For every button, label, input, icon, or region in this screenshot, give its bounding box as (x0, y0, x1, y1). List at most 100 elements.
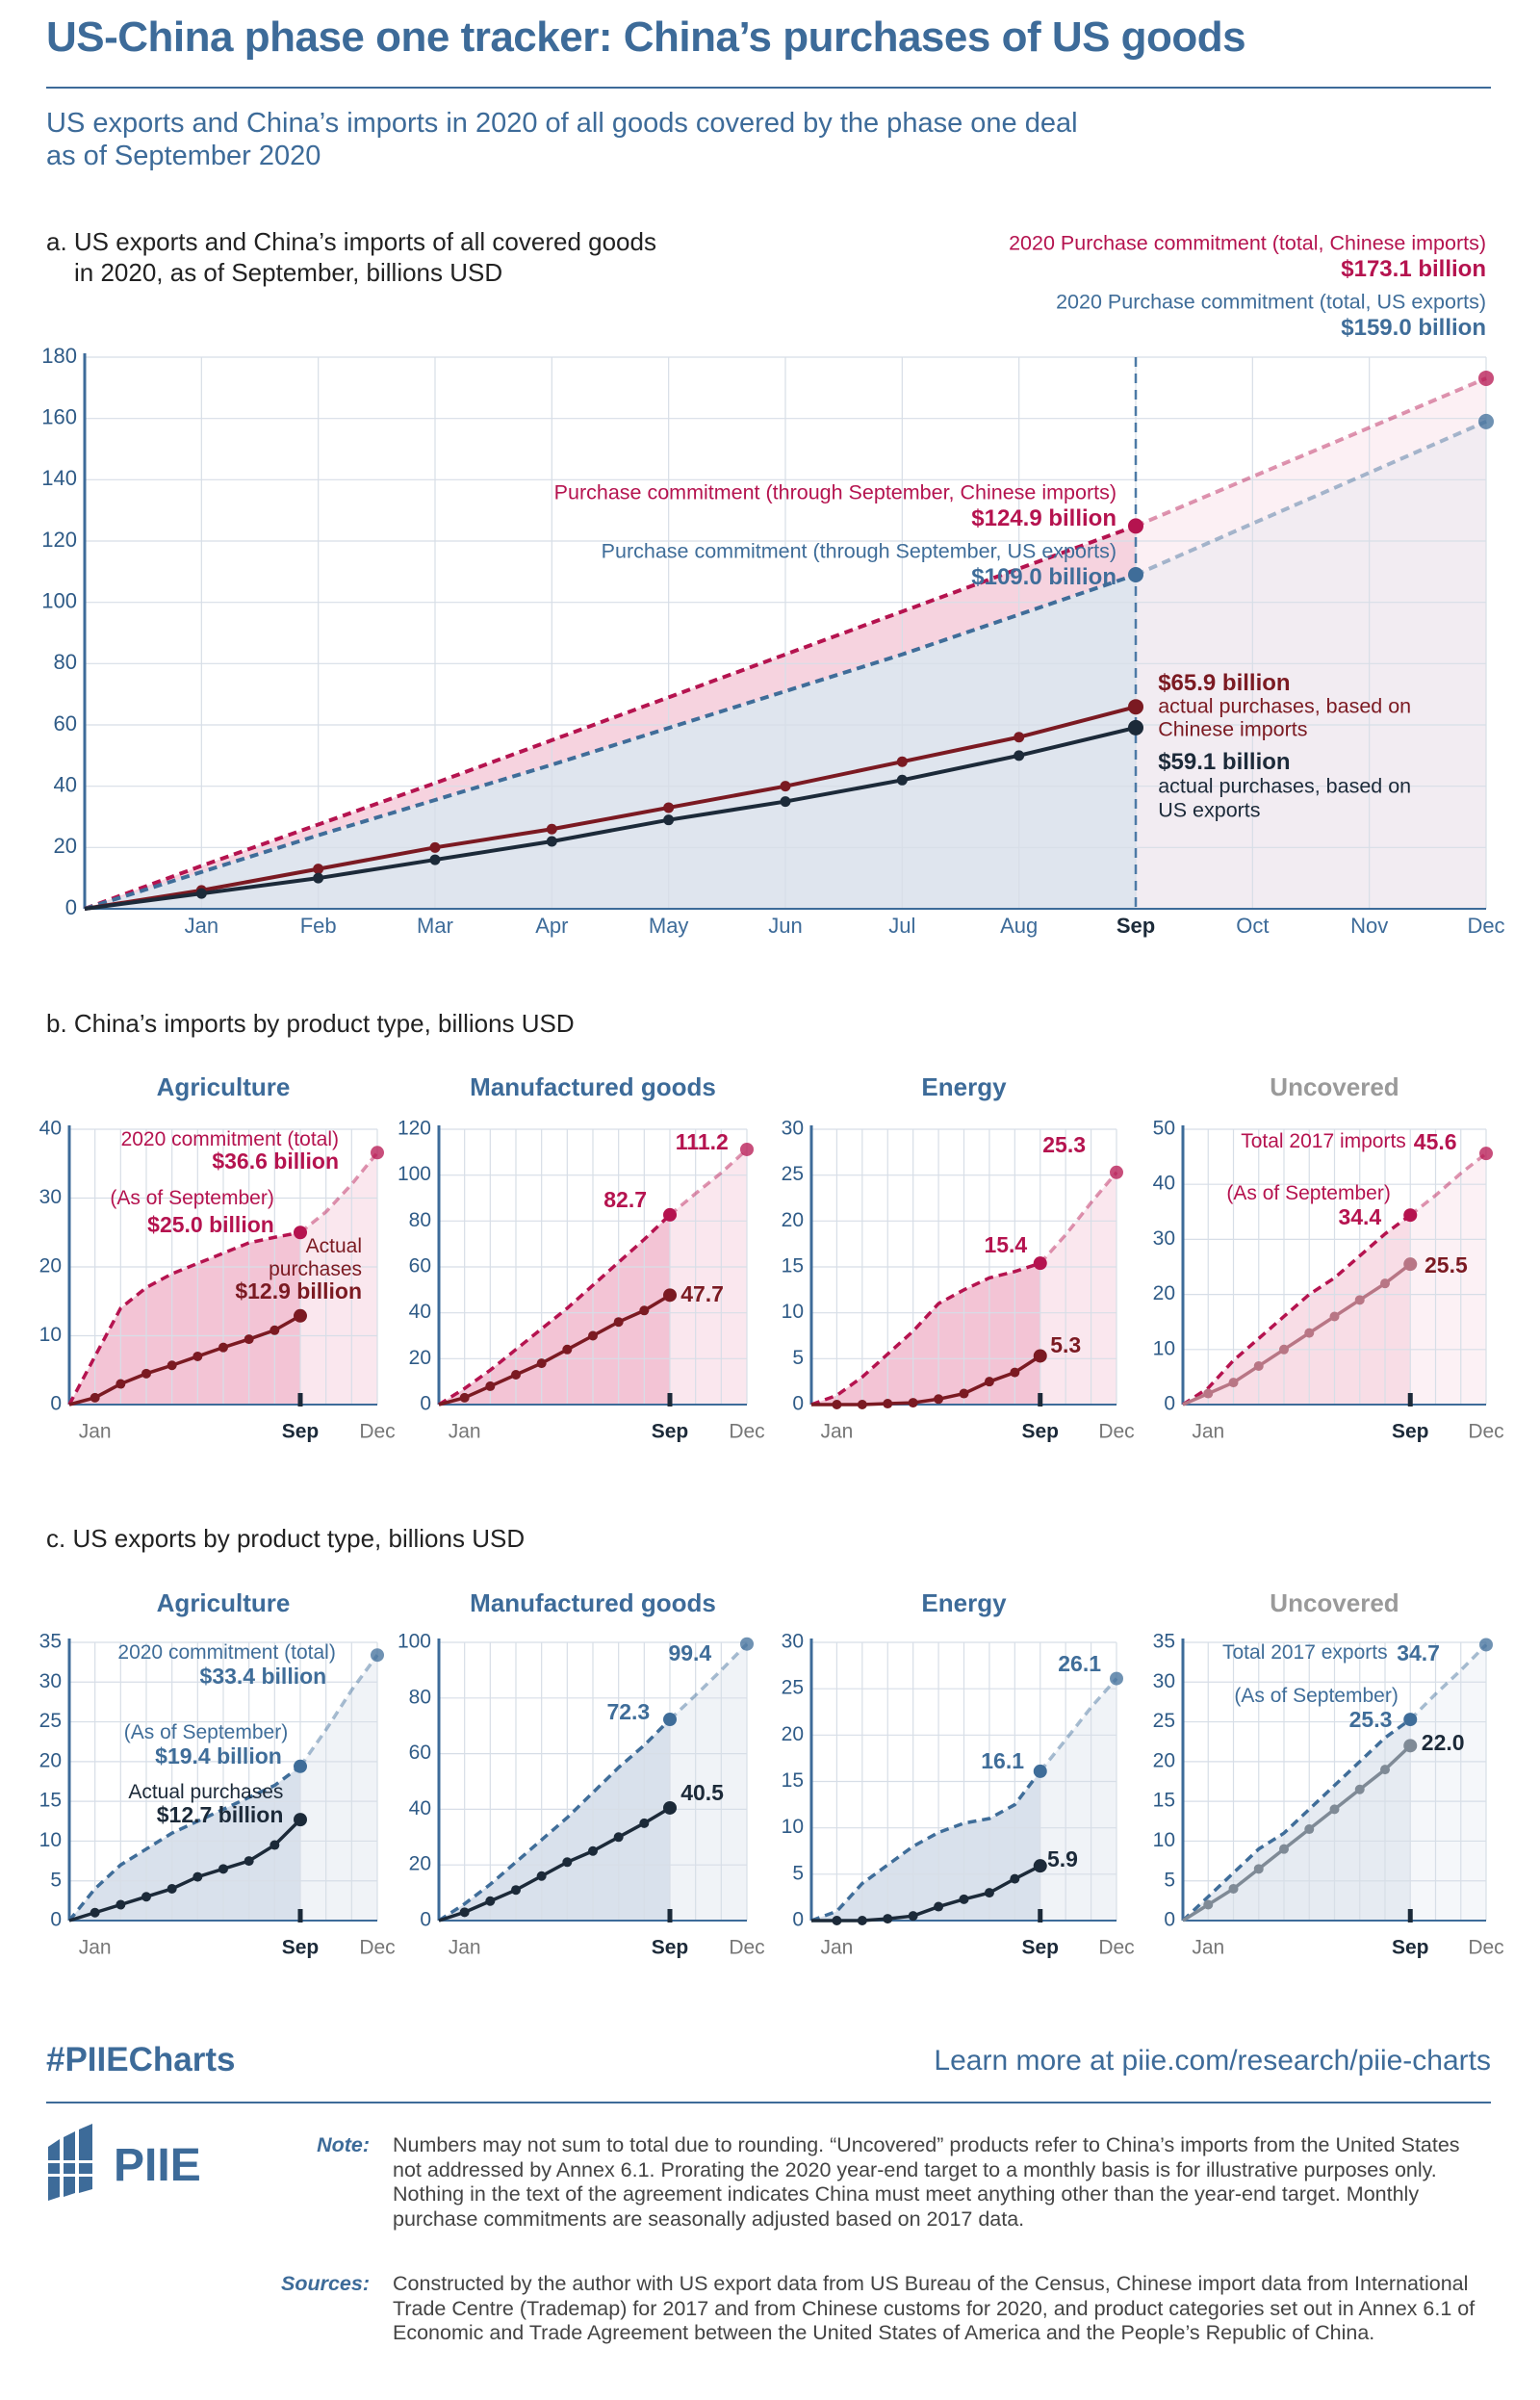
point (1329, 1804, 1340, 1815)
value-label: $12.9 billion (235, 1277, 362, 1303)
annotation: 2020 commitment (total) (120, 1127, 339, 1150)
hashtag: #PIIECharts (46, 2041, 236, 2078)
point (1478, 370, 1494, 386)
point (984, 1888, 994, 1898)
panel-title: Agriculture (156, 1588, 291, 1618)
x-tick-label: Dec (359, 1937, 395, 1959)
area-fill (670, 1148, 747, 1405)
y-tick-label: 100 (398, 1163, 431, 1185)
panel-title: Agriculture (156, 1072, 291, 1102)
y-tick-label: 100 (398, 1631, 431, 1653)
title: US-China phase one tracker: China’s purc… (46, 13, 1246, 61)
chart: 0 5 10 15 20 25 30 Jan Sep Dec (782, 1631, 1135, 1959)
line (1409, 1151, 1488, 1217)
point (1403, 1713, 1418, 1727)
y-tick-label: 60 (409, 1742, 431, 1764)
y-tick-label: 30 (782, 1631, 804, 1653)
value-label: $173.1 billion (1341, 256, 1486, 283)
x-tick-label: Jan (1192, 1421, 1224, 1443)
y-tick-label: 20 (1153, 1282, 1175, 1304)
point (832, 1400, 842, 1409)
point (536, 1358, 547, 1369)
value-label: 5.9 (1047, 1845, 1078, 1871)
value-label: 5.3 (1050, 1331, 1082, 1357)
point (195, 888, 207, 899)
point (116, 1379, 126, 1389)
point (116, 1899, 126, 1910)
point (896, 774, 908, 786)
link[interactable]: Learn more at piie.com/research/piie-cha… (934, 2045, 1491, 2077)
point (313, 864, 324, 875)
point (663, 814, 675, 826)
y-tick-label: 0 (50, 1909, 62, 1931)
point (546, 836, 557, 847)
y-tick-label: 10 (782, 1816, 804, 1838)
y-tick-label: 5 (792, 1862, 804, 1884)
x-tick-label: Dec (1098, 1421, 1134, 1443)
value-label: $33.4 billion (199, 1663, 327, 1689)
y-tick-label: 120 (41, 528, 77, 552)
point (429, 854, 441, 865)
chart: 0 5 10 15 20 25 30 35 Jan Sep Dec (1153, 1631, 1504, 1959)
value-label: 25.3 (1042, 1131, 1086, 1157)
point (1014, 750, 1025, 761)
y-tick-label: 20 (39, 1749, 62, 1771)
chart: 0 10 20 30 40 50 Jan Sep Dec (1153, 1118, 1504, 1443)
y-tick-label: 0 (50, 1393, 62, 1415)
x-tick-label: Dec (1468, 1937, 1503, 1959)
panel-title: Uncovered (1270, 1588, 1399, 1618)
point (663, 802, 675, 813)
point (1403, 1739, 1418, 1753)
y-tick-label: 20 (782, 1723, 804, 1745)
line (67, 1765, 302, 1923)
value-label: $12.7 billion (156, 1801, 284, 1827)
x-tick-label: Jan (79, 1421, 112, 1443)
point (857, 1916, 867, 1925)
y-tick-label: 40 (409, 1301, 431, 1323)
point (780, 796, 791, 808)
y-tick-label: 10 (39, 1829, 62, 1851)
point (459, 1907, 470, 1918)
point (511, 1370, 521, 1381)
point (1354, 1295, 1365, 1305)
annotation: Purchase commitment (through September, … (553, 480, 1116, 504)
point (218, 1864, 228, 1874)
y-tick-label: 30 (782, 1118, 804, 1140)
y-tick-label: 140 (41, 466, 77, 490)
point (546, 823, 557, 835)
x-tick-label: Jan (79, 1937, 112, 1959)
y-tick-label: 40 (39, 1118, 62, 1140)
line (810, 1769, 1042, 1923)
x-tick-label: Jan (820, 1937, 853, 1959)
point (780, 781, 791, 792)
x-tick-label: Sep (1021, 1421, 1059, 1443)
annotation: (As of September) (123, 1720, 289, 1743)
value-label: 40.5 (680, 1780, 724, 1806)
y-tick-label: 20 (39, 1255, 62, 1277)
logo-icon (46, 2124, 94, 2201)
annotation: Total 2017 exports (1222, 1640, 1388, 1664)
value-label: $124.9 billion (971, 505, 1116, 532)
point (294, 1308, 307, 1323)
y-tick-label: 50 (1153, 1118, 1175, 1140)
x-tick-label: Dec (1098, 1937, 1134, 1959)
x-tick-label: Sep (282, 1421, 320, 1443)
panel-title: Manufactured goods (470, 1072, 716, 1102)
point (244, 1334, 254, 1345)
y-tick-label: 60 (54, 711, 77, 735)
x-tick-label: Sep (1021, 1937, 1059, 1959)
annotation: actual purchases, based on Chinese impor… (1158, 693, 1412, 741)
x-tick-label: Dec (1467, 914, 1504, 938)
point (562, 1344, 573, 1355)
area-fill (1136, 421, 1486, 909)
y-tick-label: 15 (1153, 1790, 1175, 1812)
point (141, 1368, 151, 1379)
y-tick-label: 80 (409, 1686, 431, 1708)
area-fill (811, 1770, 1040, 1921)
line (1182, 1744, 1412, 1923)
point (536, 1871, 547, 1881)
x-tick-label: Dec (1468, 1421, 1503, 1443)
point (313, 872, 324, 884)
panel-title: Energy (921, 1072, 1007, 1102)
